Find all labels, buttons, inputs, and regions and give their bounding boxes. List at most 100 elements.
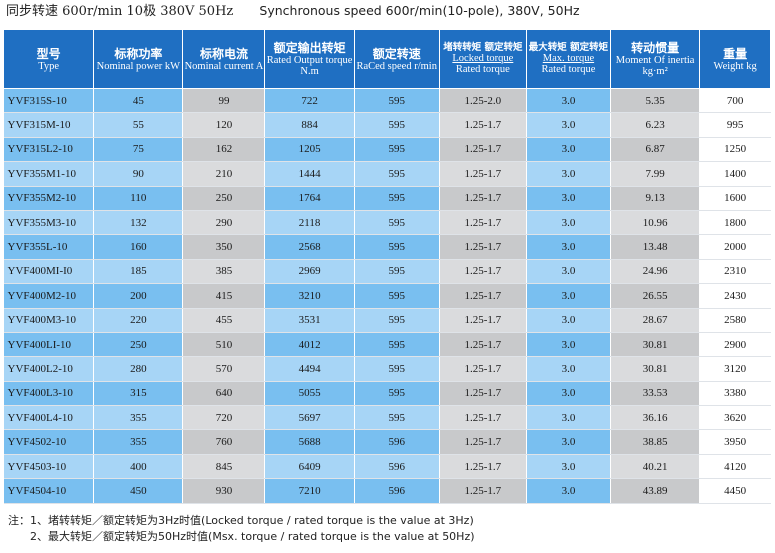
cell-current: 290 [182, 210, 266, 236]
cell-type: YVF355M2-10 [3, 186, 95, 211]
cell-current: 162 [182, 137, 266, 163]
table-row: YVF400LI-10 250 510 4012 595 1.25-1.7 3.0 30.81… [3, 332, 771, 358]
cell-current: 120 [182, 112, 266, 138]
cell-type: YVF4503-10 [3, 454, 95, 480]
cell-inertia: 30.81 [610, 332, 701, 358]
header-row: 型号 Type 标称功率 Nominal power kW 标称电流 Nomin… [2, 29, 771, 89]
cell-type: YVF400M2-10 [3, 283, 95, 309]
cell-weight: 2900 [699, 332, 771, 358]
col-inertia-en: Moment Of inertia kg·m² [615, 55, 695, 77]
cell-torque: 6409 [264, 454, 355, 480]
col-locked-ratio-header: 堵转转矩 额定转矩 Locked torque Rated torque [438, 29, 527, 89]
footnotes: 注：1、堵转转矩／额定转矩为3Hz时值(Locked torque / rate… [8, 513, 768, 545]
table-row: YVF400MI-I0 185 385 2969 595 1.25-1.7 3.0 24.96… [3, 259, 771, 285]
cell-weight: 1800 [699, 210, 771, 236]
table-row: YVF4503-10 400 845 6409 596 1.25-1.7 3.0 40.21 4… [3, 454, 771, 480]
cell-inertia: 36.16 [610, 405, 701, 431]
cell-weight: 1250 [699, 137, 771, 163]
col-max-ratio-header: 最大转矩 额定转矩 Max. torque Rated torque [525, 29, 612, 89]
col-type-header: 型号 Type [2, 29, 95, 89]
cell-inertia: 6.23 [610, 112, 701, 138]
cell-type: YVF355M3-10 [3, 210, 95, 236]
cell-max-ratio: 3.0 [526, 356, 612, 382]
cell-power: 280 [93, 356, 184, 382]
cell-current: 250 [182, 186, 266, 211]
cell-weight: 3620 [699, 405, 771, 431]
cell-weight: 3120 [699, 356, 771, 382]
col-max-ratio-en-bottom: Rated torque [541, 64, 596, 75]
cell-torque: 5688 [264, 429, 355, 455]
cell-speed: 595 [354, 161, 440, 187]
footnote-2: 2、最大转矩／额定转矩为50Hz时值(Msx. torque / rated t… [30, 530, 475, 543]
cell-max-ratio: 3.0 [526, 161, 612, 187]
cell-weight: 1400 [699, 161, 771, 187]
cell-inertia: 33.53 [610, 381, 701, 407]
col-speed-cn: 额定转速 [372, 46, 421, 61]
cell-max-ratio: 3.0 [526, 332, 612, 358]
cell-locked-ratio: 1.25-1.7 [439, 283, 527, 309]
cell-torque: 2969 [264, 259, 355, 285]
col-torque-cn: 额定输出转矩 [273, 41, 346, 55]
cell-locked-ratio: 1.25-2.0 [439, 88, 527, 114]
cell-power: 355 [93, 429, 184, 455]
cell-power: 75 [93, 137, 184, 163]
col-locked-ratio-cn: 堵转转矩 额定转矩 [443, 42, 523, 53]
cell-speed: 595 [354, 259, 440, 285]
cell-torque: 1205 [264, 137, 355, 163]
cell-power: 160 [93, 234, 184, 260]
cell-max-ratio: 3.0 [526, 454, 612, 480]
cell-inertia: 28.67 [610, 308, 701, 333]
cell-torque: 1444 [264, 161, 355, 187]
cell-locked-ratio: 1.25-1.7 [439, 259, 527, 285]
cell-current: 350 [182, 234, 266, 260]
table-row: YVF400L4-10 355 720 5697 595 1.25-1.7 3.0 36.16… [3, 405, 771, 431]
col-weight-cn: 重量 [723, 46, 748, 61]
cell-max-ratio: 3.0 [526, 381, 612, 407]
cell-power: 400 [93, 454, 184, 480]
cell-current: 720 [182, 405, 266, 431]
cell-current: 455 [182, 308, 266, 333]
cell-locked-ratio: 1.25-1.7 [439, 210, 527, 236]
cell-speed: 595 [354, 210, 440, 236]
cell-power: 55 [93, 112, 184, 138]
cell-inertia: 26.55 [610, 283, 701, 309]
cell-max-ratio: 3.0 [526, 210, 612, 236]
col-power-en: Nominal power kW [96, 60, 181, 72]
table-body: YVF315S-10 45 99 722 595 1.25-2.0 3.0 5.35 700 YV… [3, 88, 771, 504]
cell-type: YVF400M3-10 [3, 308, 95, 333]
cell-speed: 596 [354, 429, 440, 455]
cell-torque: 7210 [264, 478, 355, 504]
col-type-cn: 型号 [36, 46, 61, 61]
cell-locked-ratio: 1.25-1.7 [439, 356, 527, 382]
cell-speed: 595 [354, 405, 440, 431]
col-torque-en: Rated Output torque N.m [266, 55, 353, 77]
cell-weight: 4450 [699, 478, 771, 504]
cell-speed: 595 [354, 381, 440, 407]
cell-inertia: 6.87 [610, 137, 701, 163]
cell-current: 570 [182, 356, 266, 382]
cell-power: 132 [93, 210, 184, 236]
cell-speed: 595 [354, 283, 440, 309]
cell-torque: 4494 [264, 356, 355, 382]
cell-locked-ratio: 1.25-1.7 [439, 405, 527, 431]
cell-power: 220 [93, 308, 184, 333]
cell-max-ratio: 3.0 [526, 429, 612, 455]
cell-inertia: 5.35 [610, 88, 701, 114]
cell-power: 200 [93, 283, 184, 309]
cell-current: 415 [182, 283, 266, 309]
table-row: YVF400M2-10 200 415 3210 595 1.25-1.7 3.0 26.55… [3, 283, 771, 309]
cell-power: 315 [93, 381, 184, 407]
heading-cn: 同步转速 600r/min 10极 380V 50Hz [6, 4, 234, 19]
cell-max-ratio: 3.0 [526, 405, 612, 431]
cell-torque: 5697 [264, 405, 355, 431]
cell-type: YVF4502-10 [3, 429, 95, 455]
cell-power: 110 [93, 186, 184, 211]
table-row: YVF355M3-10 132 290 2118 595 1.25-1.7 3.0 10.96… [3, 210, 771, 236]
footnote-1: 注：1、堵转转矩／额定转矩为3Hz时值(Locked torque / rate… [8, 514, 474, 527]
cell-weight: 2310 [699, 259, 771, 285]
cell-type: YVF355L-10 [3, 234, 95, 260]
col-speed-header: 额定转速 RaCed speed r/min [353, 29, 440, 89]
heading-en: Synchronous speed 600r/min(10-pole), 380… [259, 3, 580, 18]
table-row: YVF4504-10 450 930 7210 596 1.25-1.7 3.0 43.89 4… [3, 478, 771, 504]
cell-weight: 3950 [699, 429, 771, 455]
